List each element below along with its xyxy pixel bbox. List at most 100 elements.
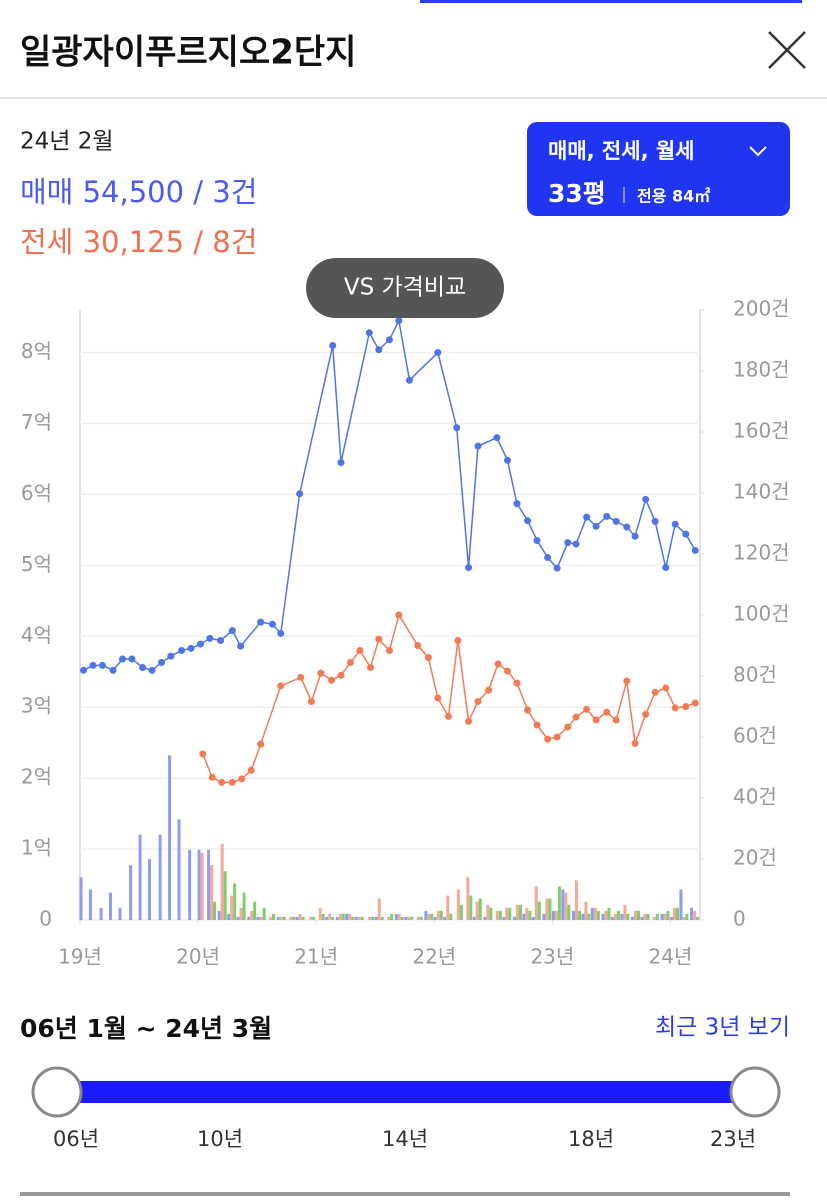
compare-button[interactable]: VS 가격비교: [306, 258, 504, 318]
price-point: [89, 661, 97, 669]
volume-bar: [138, 834, 142, 920]
volume-bar: [338, 913, 342, 920]
recent-link[interactable]: 최근 3년 보기: [655, 1015, 790, 1041]
volume-bar: [646, 913, 650, 920]
volume-bar: [682, 916, 686, 920]
filter-button[interactable]: 매매, 전세, 월세 33평 전용 84㎡: [527, 122, 790, 216]
price-point: [218, 778, 226, 786]
volume-bar: [505, 907, 509, 920]
volume-bar: [354, 916, 358, 920]
volume-bar: [634, 910, 638, 920]
volume-bar: [640, 916, 644, 920]
volume-bar: [456, 889, 460, 920]
price-point: [268, 620, 276, 628]
volume-bar: [390, 913, 394, 920]
volume-bar: [410, 916, 414, 920]
volume-bar: [478, 898, 482, 920]
volume-bar: [341, 913, 345, 920]
volume-bar: [328, 913, 332, 920]
volume-bar: [545, 898, 549, 920]
price-point: [187, 644, 195, 652]
price-point: [682, 530, 690, 538]
volume-bar: [475, 901, 479, 920]
price-point: [167, 652, 175, 660]
range-ticks: 06년 10년 14년 18년 23년: [53, 1127, 756, 1151]
price-point: [682, 703, 690, 710]
price-point: [623, 677, 631, 685]
range-handle[interactable]: [729, 1066, 781, 1118]
price-point: [395, 317, 403, 325]
volume-bar: [200, 852, 204, 920]
volume-bar: [498, 910, 502, 920]
volume-bar: [210, 865, 214, 920]
price-point: [494, 660, 502, 668]
price-point: [592, 522, 600, 530]
price-point: [493, 434, 501, 442]
filter-area: 전용 84㎡: [637, 187, 710, 206]
volume-bar: [295, 916, 299, 920]
y2-tick-label: 60건: [733, 724, 777, 748]
tab-indicator: [420, 0, 802, 3]
price-point: [238, 775, 246, 783]
price-point: [453, 424, 461, 432]
volume-bar: [109, 892, 113, 920]
volume-bar: [298, 913, 302, 920]
range-tick-label: 18년: [568, 1127, 614, 1151]
volume-bar: [495, 910, 499, 920]
y-tick-label: 1억: [21, 836, 52, 860]
price-point: [513, 500, 521, 508]
price-point: [662, 684, 670, 692]
volume-bar: [147, 859, 151, 920]
price-point: [196, 640, 204, 648]
range-tick-label: 06년: [53, 1127, 99, 1151]
volume-bar: [590, 907, 594, 920]
range-text: 06년 1월 ~ 24년 3월: [20, 1014, 272, 1043]
x-tick-label: 24년: [649, 945, 693, 969]
price-point: [465, 717, 473, 725]
volume-bar: [262, 907, 266, 920]
volume-bar: [188, 849, 192, 920]
close-button[interactable]: [768, 31, 806, 69]
y-tick-label: 4억: [21, 623, 52, 647]
jeonse-summary: 전세 30,125 / 8건: [20, 225, 257, 259]
price-point: [651, 688, 659, 696]
volume-bar: [357, 916, 361, 920]
volume-bar: [643, 913, 647, 920]
volume-bar: [449, 913, 453, 920]
volume-bar: [693, 910, 697, 920]
price-line: [83, 318, 696, 672]
volume-bar: [669, 916, 673, 920]
x-tick-label: 19년: [58, 945, 102, 969]
volume-bar: [537, 901, 541, 920]
price-point: [662, 563, 670, 571]
price-point: [228, 778, 236, 786]
volume-bar: [542, 913, 546, 920]
volume-bar: [433, 916, 437, 920]
price-point: [247, 766, 255, 774]
volume-bar: [660, 913, 664, 920]
price-point: [513, 679, 521, 687]
volume-bar: [637, 910, 641, 920]
volume-bar: [610, 916, 614, 920]
price-point: [631, 739, 639, 747]
volume-bar: [531, 916, 535, 920]
volume-bar: [525, 907, 529, 920]
x-tick-label: 20년: [176, 945, 220, 969]
price-point: [572, 713, 580, 721]
volume-bar: [502, 916, 506, 920]
volume-bar: [227, 913, 231, 920]
volume-bar: [672, 907, 676, 920]
volume-bar: [276, 916, 280, 920]
volume-bar: [679, 889, 683, 920]
y2-tick-label: 120건: [733, 541, 790, 565]
price-point: [109, 666, 117, 674]
range-handle[interactable]: [31, 1066, 83, 1118]
volume-bar: [620, 913, 624, 920]
volume-bar: [394, 913, 398, 920]
price-point: [208, 773, 216, 781]
price-point: [553, 564, 561, 572]
volume-bar: [446, 895, 450, 920]
price-point: [544, 554, 552, 562]
x-tick-label: 21년: [294, 945, 338, 969]
price-point: [277, 629, 285, 637]
